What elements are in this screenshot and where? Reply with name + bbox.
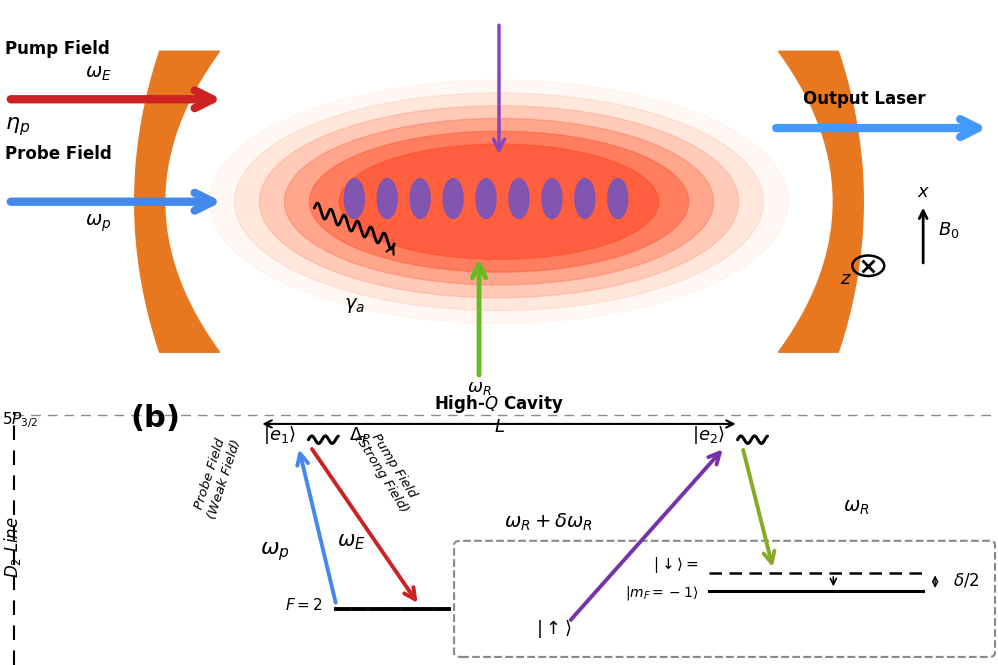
Text: $\omega_E$: $\omega_E$ (85, 65, 112, 83)
Text: $B_0$: $B_0$ (938, 220, 960, 240)
Text: High-$Q$ Cavity: High-$Q$ Cavity (434, 392, 564, 414)
Text: Pump Field
(Strong Field): Pump Field (Strong Field) (351, 424, 423, 515)
Text: Probe Field: Probe Field (5, 145, 112, 163)
Ellipse shape (608, 179, 628, 218)
Ellipse shape (235, 93, 763, 311)
Text: $\Delta_P$: $\Delta_P$ (349, 425, 371, 445)
Text: $\omega_p$: $\omega_p$ (85, 212, 111, 233)
Text: $\gamma_a$: $\gamma_a$ (343, 296, 365, 315)
Ellipse shape (210, 80, 788, 323)
Text: $|\uparrow\rangle$: $|\uparrow\rangle$ (536, 618, 572, 640)
Text: $\omega_R$: $\omega_R$ (467, 379, 491, 397)
Ellipse shape (377, 179, 397, 218)
Ellipse shape (443, 179, 463, 218)
Text: $|e_1\rangle$: $|e_1\rangle$ (263, 424, 296, 446)
Text: $|m_F=-1\rangle$: $|m_F=-1\rangle$ (626, 584, 699, 602)
Text: $\eta_p$: $\eta_p$ (5, 115, 30, 138)
Polygon shape (135, 51, 220, 352)
Text: $\omega_R$: $\omega_R$ (843, 498, 870, 517)
Text: $F=2$: $F=2$ (284, 597, 322, 613)
Text: $\mathbf{(b)}$: $\mathbf{(b)}$ (130, 402, 180, 434)
Text: $z$: $z$ (840, 270, 852, 288)
Text: $L$: $L$ (494, 418, 504, 436)
Text: $D_2\ Line$: $D_2\ Line$ (2, 516, 23, 578)
Ellipse shape (339, 144, 659, 259)
Ellipse shape (575, 179, 595, 218)
Text: $\omega_E$: $\omega_E$ (337, 532, 365, 553)
Text: Pump Field: Pump Field (5, 41, 110, 59)
Ellipse shape (344, 179, 364, 218)
Ellipse shape (542, 179, 562, 218)
Ellipse shape (410, 179, 430, 218)
Text: $5P_{3/2}$: $5P_{3/2}$ (2, 410, 39, 430)
Polygon shape (778, 51, 863, 352)
Ellipse shape (259, 106, 739, 298)
Text: Output Laser: Output Laser (803, 90, 926, 108)
Ellipse shape (476, 179, 496, 218)
Text: $|e_2\rangle$: $|e_2\rangle$ (693, 424, 726, 446)
Text: $|\downarrow\rangle =$: $|\downarrow\rangle =$ (653, 555, 699, 575)
Text: $\delta/2$: $\delta/2$ (953, 572, 979, 590)
Ellipse shape (284, 118, 714, 285)
Text: $x$: $x$ (916, 183, 930, 201)
Ellipse shape (309, 131, 689, 272)
Ellipse shape (509, 179, 529, 218)
Text: $\omega_R + \delta\omega_R$: $\omega_R + \delta\omega_R$ (504, 512, 593, 533)
Text: Probe Field
(Weak Field): Probe Field (Weak Field) (192, 433, 244, 520)
Text: $\omega_p$: $\omega_p$ (259, 541, 289, 563)
